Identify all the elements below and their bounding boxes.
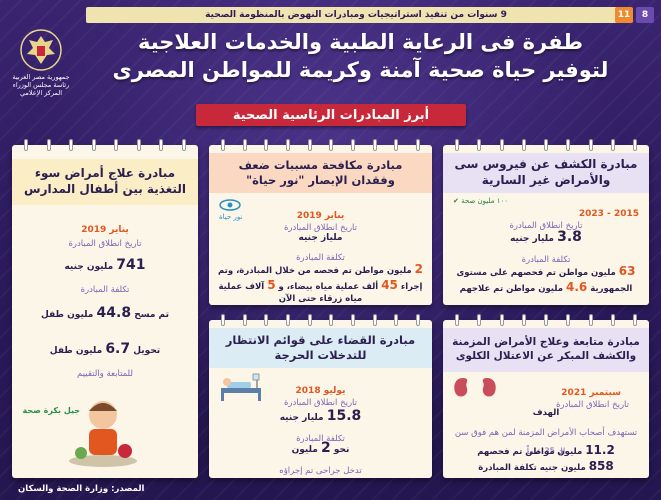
start-year: يناير 2019 [81,225,129,235]
stat-unit: مليون [291,445,318,455]
start-label: تاريخ انطلاق المبادرة [509,221,583,231]
cost-value: 741 [116,257,146,273]
cost-value: ملياز جنيه [298,233,343,243]
card-waiting-lists: مبادرة القضاء على قوائم الانتظار للتدخلا… [209,314,432,478]
top-banner: 9 سنوات من تنفيذ استراتيجيات ومبادرات ال… [86,7,626,23]
child-eating-icon [69,401,137,467]
cost-label: تكلفة المبادرة [521,255,571,265]
stat-value: 2 [320,440,331,456]
kidneys-illustration [443,376,649,404]
section-ribbon: أبرز المبادرات الرئاسية الصحية [196,104,466,126]
stat-2-text: للمتابعة والتقييم [77,369,133,379]
100-million-health-logo: ١٠٠ مليون صحة ✔ [453,197,508,205]
stat-3-text: آلاف عملية مياه زرقاء حتى الآن [218,282,363,304]
stat-text: تدخل جراحى تم إجراؤه [279,466,362,476]
stat-2-value: 858 [588,459,614,473]
stat-2-value: 6.7 [105,341,131,357]
stat-2-text: مليون مواطن تم علاجهم [459,284,564,295]
logo-line-2: رئاسة مجلس الوزراء [12,80,70,89]
goal-text: تستهدف أصحاب الأمراض المزمنة لمن هم فوق … [454,428,638,457]
stat-1-text: مليون مواطن تم فحصهم [477,447,583,457]
main-title: طفرة فى الرعاية الطبية والخدمات العلاجية… [80,28,641,85]
card-title: مبادرة الكشف عن فيروس سى والأمراض غير ال… [443,153,649,193]
cost-label: تكلفة المبادرة [296,253,345,263]
cost-unit: مليار جنيه [279,413,324,423]
goal-label: الهدف [532,408,560,418]
cost-value: 3.8 [557,229,582,245]
card-title: مبادرة متابعة وعلاج الأمراض المزمنة والك… [443,328,649,372]
stat-1-prefix: تم مسح [134,310,169,320]
logo-line-3: المركز الإعلامي [19,88,63,97]
card-hepatitis-c: مبادرة الكشف عن فيروس سى والأمراض غير ال… [443,139,649,305]
cost-unit: مليار جنيه [510,234,554,244]
start-year: يوليو 2018 [295,386,346,396]
start-label: تاريخ انطلاق المبادرة [555,400,629,410]
page-number-a: 8 [636,7,654,23]
card-title: مبادرة مكافحة مسببات ضعف وفقدان الإبصار … [209,153,432,193]
generation-health-logo: جيل بكرة صحة [22,406,80,415]
hospital-bed-illustration [209,372,432,406]
stat-3-value: 5 [267,278,276,293]
nour-hayah-logo: نور حياة [209,199,432,221]
stat-1-value: 11.2 [585,443,615,457]
cost-label: تكلفة المبادرة [80,285,130,295]
card-malnutrition: مبادرة علاج أمراض سوء التغذية بين أطفال … [12,139,198,478]
logo-line-1: جمهورية مصر العربية [12,73,70,81]
cost-unit: مليون جنيه [64,262,114,272]
cost-label: تكلفة المبادرة [296,434,345,444]
kidneys-icon [454,378,496,397]
eye-logo-icon [219,199,241,211]
page-number-b: 11 [615,7,633,23]
cost-value: 15.8 [326,408,362,424]
stat-2-unit: مليون طفل [49,346,103,356]
card-chronic-kidney: مبادرة متابعة وعلاج الأمراض المزمنة والك… [443,314,649,478]
card-title: مبادرة القضاء على قوائم الانتظار للتدخلا… [209,328,432,368]
stat-1-value: 44.8 [96,305,132,321]
top-banner-text: 9 سنوات من تنفيذ استراتيجيات ومبادرات ال… [205,10,507,20]
source-note: المصدر: وزارة الصحة والسكان [18,484,145,494]
start-year: سبتمبر 2021 [561,388,621,398]
stat-1-value: 63 [618,264,636,278]
government-logo: جمهورية مصر العربية رئاسة مجلس الوزراء ا… [10,28,72,110]
start-label: تاريخ انطلاق المبادرة [283,223,358,233]
stat-prefix: نحو [333,445,350,455]
stat-1-value: 2 [414,262,424,276]
stat-1-text: مليون مواطن تم فحصهم على مستوى الجمهورية [456,268,633,295]
card-title: مبادرة علاج أمراض سوء التغذية بين أطفال … [12,159,198,205]
eagle-emblem-icon [20,29,62,71]
start-label: تاريخ انطلاق المبادرة [283,398,358,408]
stat-2-value: 45 [381,278,398,293]
title-line-1: طفرة فى الرعاية الطبية والخدمات العلاجية [137,30,584,54]
start-label: تاريخ انطلاق المبادرة [68,239,142,249]
start-year: 2015 - 2023 [578,209,639,219]
stat-1-unit: مليون طفل [41,310,94,320]
start-year: يناير 2019 [296,211,345,221]
stat-2-text: مليون جنيه تكلفة المبادرة [478,463,586,473]
stat-1-text: مليون مواطن تم فحصه من خلال المبادرة، وت… [217,266,423,293]
stat-2-prefix: تحويل [133,346,161,356]
stat-2-value: 4.6 [565,280,588,295]
stat-2-text: ألف عملية مياه بيضاء، و [278,282,379,293]
title-line-2: لتوفير حياة صحية آمنة وكريمة للمواطن الم… [112,58,609,83]
card-vision: مبادرة مكافحة مسببات ضعف وفقدان الإبصار … [209,139,432,305]
child-illustration [12,389,198,473]
hospital-bed-icon [221,373,261,401]
